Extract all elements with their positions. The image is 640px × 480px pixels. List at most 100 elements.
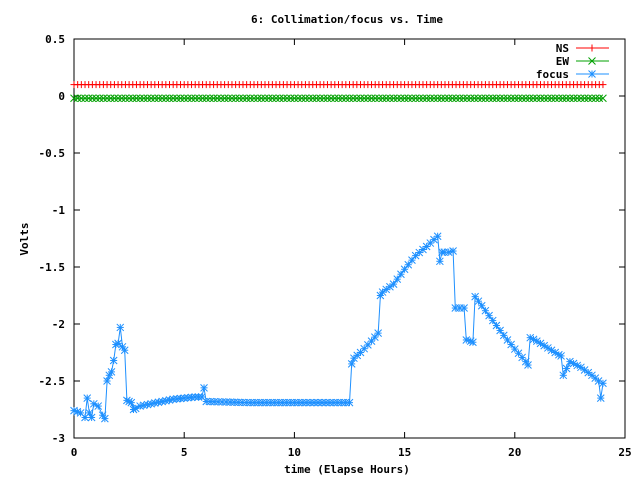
marker-stroke xyxy=(268,94,277,103)
marker-stroke xyxy=(101,414,109,423)
marker-stroke xyxy=(275,94,284,103)
marker-stroke xyxy=(261,94,269,103)
marker-stroke xyxy=(187,94,196,103)
data-point xyxy=(485,311,493,320)
marker-stroke xyxy=(481,306,490,315)
marker-stroke xyxy=(318,398,326,407)
marker-stroke xyxy=(408,256,416,265)
data-point xyxy=(305,94,313,103)
data-point xyxy=(441,94,449,103)
marker-stroke xyxy=(239,94,247,103)
data-point xyxy=(404,260,413,269)
marker-stroke xyxy=(228,94,236,103)
data-point xyxy=(301,94,310,103)
marker-stroke xyxy=(448,94,457,103)
data-point xyxy=(460,304,468,312)
marker-stroke xyxy=(202,94,211,103)
data-point xyxy=(279,94,288,103)
marker-stroke xyxy=(532,337,541,345)
data-point xyxy=(338,94,347,103)
data-point xyxy=(558,94,567,103)
data-point xyxy=(214,397,223,406)
marker-stroke xyxy=(308,94,317,103)
data-point xyxy=(532,94,541,103)
marker-stroke xyxy=(202,397,211,406)
data-point xyxy=(386,94,394,103)
marker-stroke xyxy=(375,94,383,103)
marker-stroke xyxy=(462,336,471,344)
y-tick-label: -2.5 xyxy=(39,375,66,388)
marker-stroke xyxy=(496,326,504,335)
data-point xyxy=(161,94,170,103)
data-point xyxy=(286,94,295,103)
data-point xyxy=(235,94,244,103)
data-point xyxy=(228,94,236,103)
data-point xyxy=(444,248,453,257)
marker-stroke xyxy=(459,94,468,103)
marker-stroke xyxy=(411,94,420,103)
data-point xyxy=(536,94,545,103)
marker-stroke xyxy=(400,265,409,274)
data-point xyxy=(551,94,560,103)
data-point xyxy=(382,94,391,103)
marker-stroke xyxy=(404,94,413,103)
marker-stroke xyxy=(329,398,338,407)
axis-ticks: 0 5 10 15 20 25 0.5 0 -0.5 -1 -1.5 -2 -2.5 -3 xyxy=(39,33,632,459)
data-point xyxy=(599,379,607,388)
data-point xyxy=(448,94,457,103)
marker-stroke xyxy=(98,411,107,420)
marker-stroke xyxy=(444,248,453,257)
data-point xyxy=(345,94,354,103)
data-point xyxy=(191,94,200,103)
data-point xyxy=(437,94,446,103)
data-point xyxy=(101,414,109,423)
data-point xyxy=(275,94,284,103)
data-point xyxy=(595,94,604,103)
marker-stroke xyxy=(349,94,358,103)
y-tick-label: -0.5 xyxy=(39,147,66,160)
data-point xyxy=(514,94,523,103)
data-point xyxy=(84,94,93,103)
marker-stroke xyxy=(95,94,104,103)
data-point xyxy=(125,94,133,103)
data-point xyxy=(110,94,119,103)
marker-stroke xyxy=(106,94,115,103)
marker-stroke xyxy=(596,394,605,402)
data-point xyxy=(492,321,501,330)
marker-stroke xyxy=(210,397,219,406)
data-point xyxy=(499,94,508,103)
marker-stroke xyxy=(224,94,233,103)
data-point xyxy=(510,94,519,103)
data-point xyxy=(481,306,490,315)
y-tick-label: -2 xyxy=(52,318,65,331)
marker-stroke xyxy=(272,94,280,103)
marker-stroke xyxy=(547,94,556,103)
marker-stroke xyxy=(382,94,391,103)
y-tick-label: 0 xyxy=(58,90,65,103)
data-point xyxy=(246,94,255,103)
data-point xyxy=(116,323,125,332)
marker-stroke xyxy=(557,352,565,360)
marker-stroke xyxy=(290,398,299,407)
data-point xyxy=(147,94,155,103)
data-point xyxy=(547,94,556,103)
legend-marker xyxy=(588,70,596,78)
data-point xyxy=(470,94,479,103)
data-point xyxy=(503,336,512,344)
data-point xyxy=(290,398,299,407)
marker-stroke xyxy=(463,94,471,103)
data-point xyxy=(492,94,501,103)
marker-stroke xyxy=(426,94,435,103)
marker-stroke xyxy=(302,398,311,407)
data-point xyxy=(559,371,568,380)
data-point xyxy=(283,94,291,103)
data-point xyxy=(591,94,600,103)
marker-stroke xyxy=(562,364,571,373)
marker-stroke xyxy=(99,94,108,103)
marker-stroke xyxy=(220,94,229,103)
data-point xyxy=(557,352,565,360)
data-point xyxy=(187,94,196,103)
data-point xyxy=(436,257,444,266)
marker-stroke xyxy=(404,260,413,269)
